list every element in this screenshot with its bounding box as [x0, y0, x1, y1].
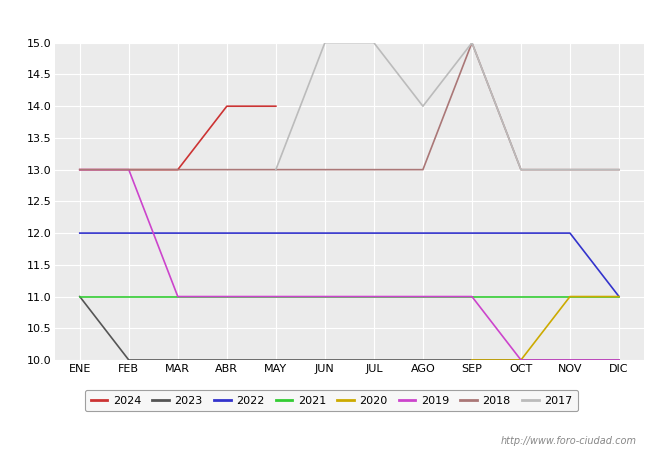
Text: http://www.foro-ciudad.com: http://www.foro-ciudad.com: [501, 436, 637, 446]
Text: Afiliados en Garganta del Villar a 31/5/2024: Afiliados en Garganta del Villar a 31/5/…: [158, 12, 492, 27]
Legend: 2024, 2023, 2022, 2021, 2020, 2019, 2018, 2017: 2024, 2023, 2022, 2021, 2020, 2019, 2018…: [85, 390, 578, 411]
